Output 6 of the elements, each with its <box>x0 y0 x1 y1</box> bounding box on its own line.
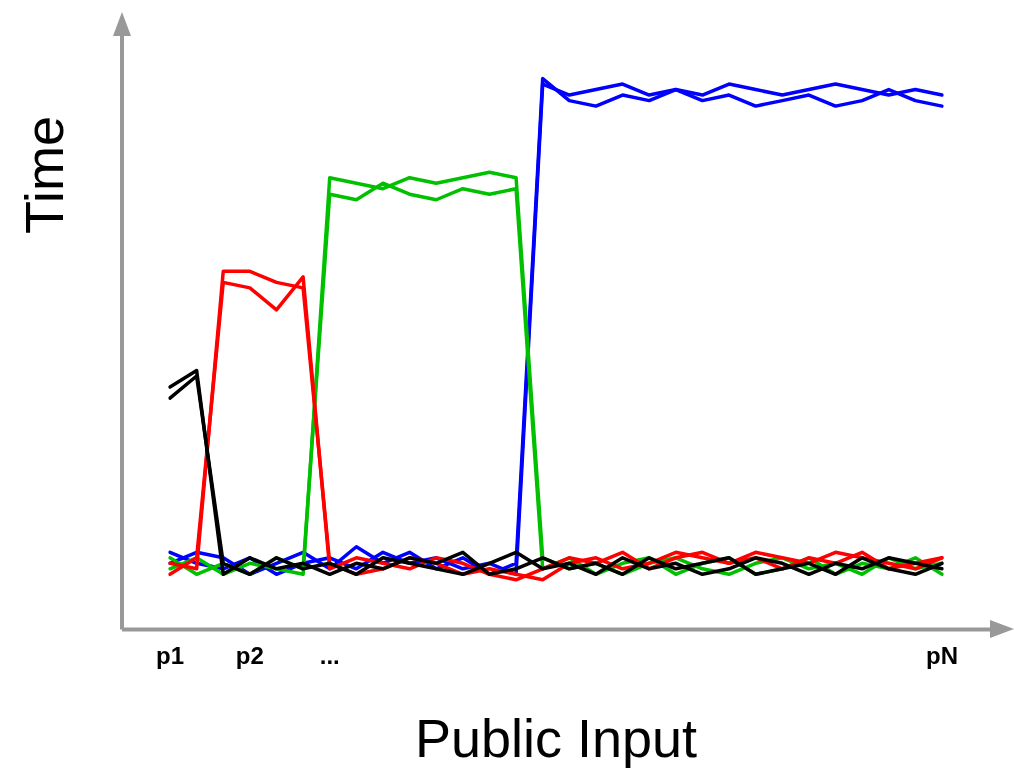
x-tick-label: ... <box>319 642 340 670</box>
x-tick-label: p2 <box>235 642 264 670</box>
x-tick-label: p1 <box>155 642 185 670</box>
x-axis-title: Public Input <box>414 708 698 769</box>
x-tick-label: pN <box>926 642 958 670</box>
y-axis-title: Time <box>13 116 74 234</box>
